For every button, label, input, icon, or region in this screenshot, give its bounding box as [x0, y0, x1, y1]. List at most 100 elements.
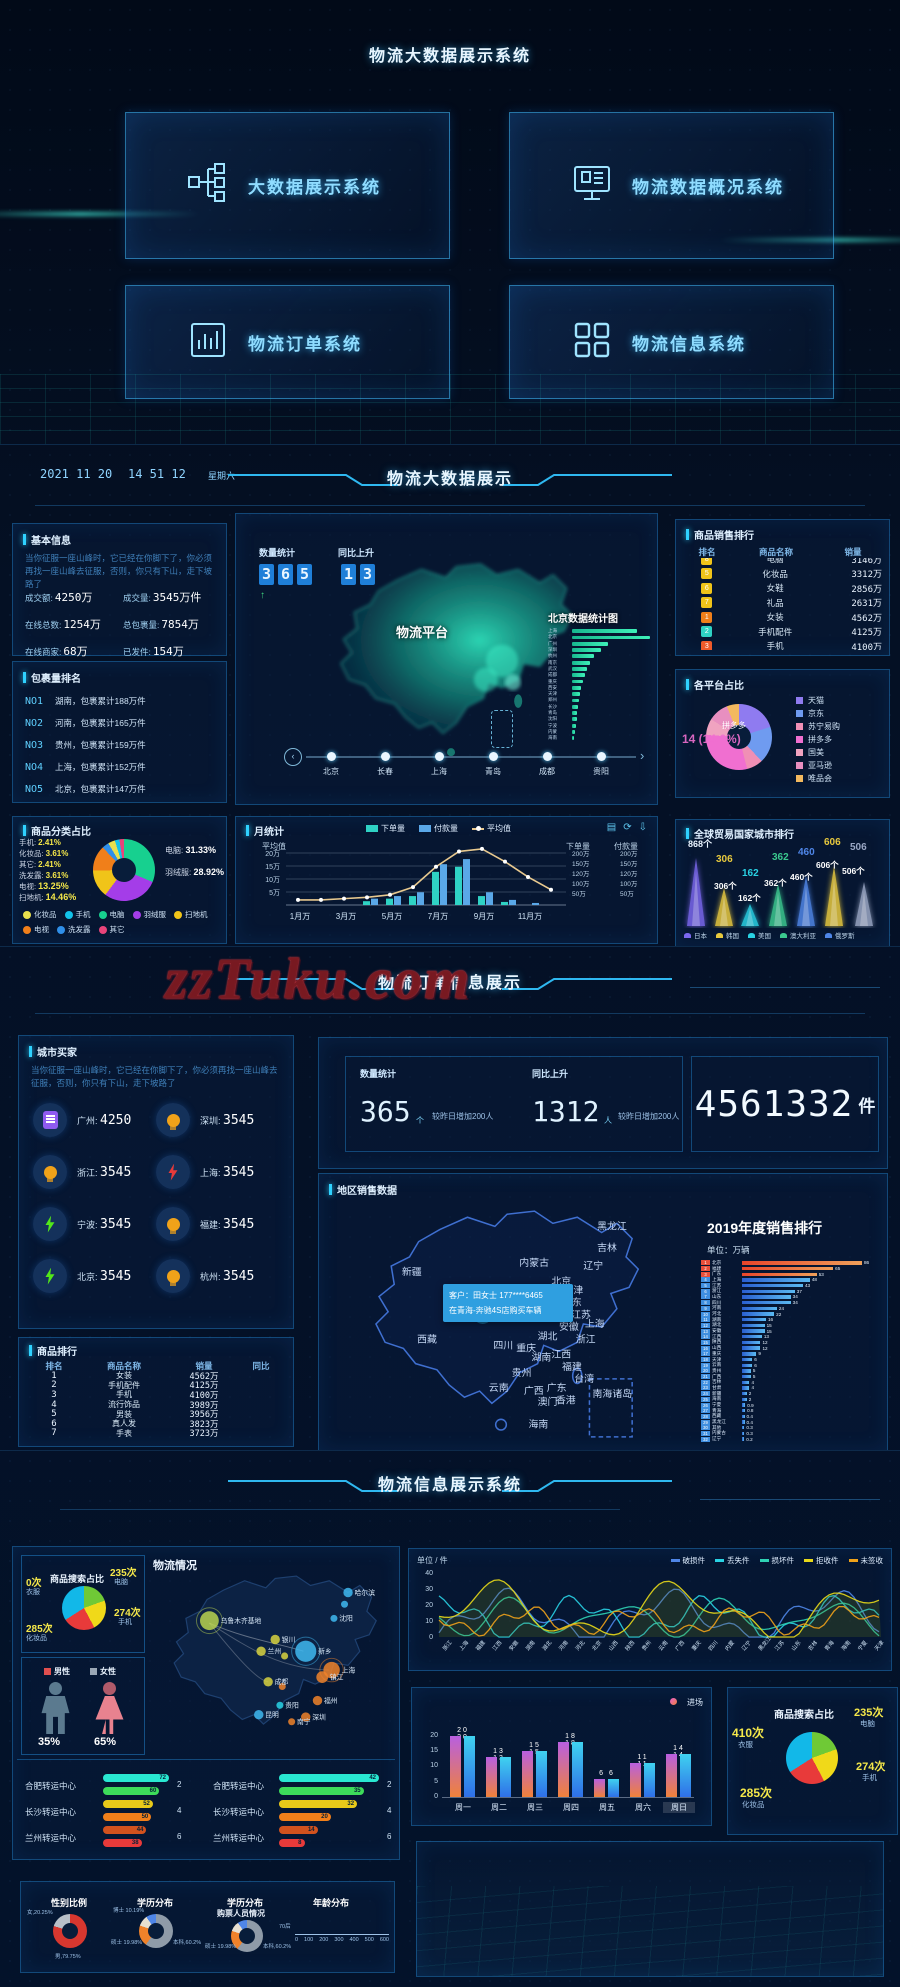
legend-item: 韩国 — [716, 930, 739, 940]
y-tick: 5 — [434, 1777, 438, 1785]
rank-badge: 6 — [701, 582, 713, 594]
bar-value: 86 — [864, 1260, 870, 1266]
bar-values: 20 20 — [457, 1727, 469, 1741]
svg-text:1月万: 1月万 — [290, 912, 310, 921]
timeline-next-arrow[interactable]: › — [640, 748, 645, 763]
name-cell: 化妆品 — [762, 568, 788, 579]
svg-text:内蒙古: 内蒙古 — [519, 1256, 549, 1269]
bar-value: 0.9 — [747, 1402, 754, 1408]
bar — [742, 1318, 766, 1322]
bar — [742, 1312, 775, 1316]
province-label: 陕西 — [712, 1339, 722, 1345]
list-item: NO1 湖南，包裹累计188万件 — [25, 690, 220, 712]
timeline-dot[interactable] — [543, 752, 552, 761]
callout-label: 化妆品 — [742, 1800, 765, 1809]
category-callouts-left: 手机: 2.41% 化妆品: 3.61% 其它: 2.41% 洗发露: 3.61% 电视… — [19, 837, 76, 903]
side-tick: 2 — [387, 1780, 392, 1789]
bar — [666, 1754, 677, 1797]
legend-dot — [98, 925, 107, 934]
bar-value: 5 — [752, 1374, 756, 1380]
order-axis-label: 下单量 — [566, 842, 590, 851]
timeline-back-button[interactable]: ‹ — [284, 748, 302, 766]
rank-badge: 5 — [701, 568, 713, 580]
menu-button-info[interactable]: 物流信息系统 — [509, 285, 834, 399]
callout-value: 274次 — [856, 1761, 886, 1773]
legend-label: 破损件 — [682, 1556, 706, 1565]
timeline-dot[interactable] — [327, 752, 336, 761]
ranking-row: 11 湖南 16 — [701, 1317, 883, 1323]
rank-no: NO5 — [25, 783, 44, 795]
legend-swatch — [796, 749, 803, 756]
total-box: 4561332 件 — [691, 1056, 879, 1152]
name-cell: 流行饰品 — [108, 1400, 140, 1410]
bar-value: 37 — [796, 1288, 802, 1294]
grid-floor — [0, 374, 900, 444]
table-row: 4 流行饰品 3989万 — [29, 1400, 283, 1411]
bar — [742, 1397, 747, 1402]
callout: 其它: 2.41% — [19, 860, 61, 869]
panel-title: 基本信息 — [23, 532, 71, 547]
bar — [742, 1266, 834, 1271]
ranking-row: 12 湖北 15 — [701, 1322, 883, 1329]
report-icon[interactable]: ▤ — [606, 822, 617, 833]
rank-badge: 9 — [701, 1305, 710, 1311]
timeline-dot[interactable] — [597, 752, 606, 761]
legend-dot — [670, 1698, 677, 1705]
platform-donut-chart — [706, 704, 772, 770]
up-arrow-icon: ↑ — [260, 590, 265, 601]
bar-label: 内蒙 — [548, 728, 557, 734]
svg-text:5万: 5万 — [269, 889, 280, 897]
refresh-icon[interactable]: ⟳ — [623, 822, 632, 833]
bar-value: 6 — [754, 1362, 757, 1368]
bar-row: 内蒙 — [548, 729, 654, 735]
peak-value: 162 — [742, 868, 759, 879]
legend-item: 其它 — [98, 924, 125, 935]
rank-badge: 16 — [701, 1345, 710, 1351]
svg-text:江苏: 江苏 — [571, 1308, 591, 1321]
svg-text:上海: 上海 — [585, 1317, 605, 1330]
logistics-panel: 商品搜索占比 0次 衣服 235次 电脑 274次 手机 285次 化妆品 物流… — [12, 1546, 400, 1860]
age-axis: 0 100 200 300 400 500 600 — [295, 1934, 389, 1943]
bar-label: 海南 — [548, 735, 557, 741]
menu-button-orders[interactable]: 物流订单系统 — [125, 285, 450, 399]
bar — [742, 1278, 810, 1282]
axis-tick: 500 — [364, 1937, 374, 1943]
bar-value: 44 — [136, 1827, 144, 1833]
menu-button-big-data[interactable]: 大数据展示系统 — [125, 112, 450, 259]
center-label: 合肥转运中心 — [213, 1781, 265, 1791]
ranking-row: 16 山西 12 — [701, 1345, 883, 1351]
timeline-dot[interactable] — [435, 752, 444, 761]
rank-badge: 15 — [701, 1339, 710, 1345]
svg-text:辽宁: 辽宁 — [739, 1638, 753, 1652]
callout-value: 0次 — [26, 1578, 42, 1589]
ranking-row: 22 吉林 4 — [701, 1379, 883, 1385]
age-title: 年龄分布 — [313, 1898, 350, 1908]
svg-text:黑龙江: 黑龙江 — [597, 1219, 627, 1232]
legend-label: 付款量 — [434, 824, 458, 833]
bar — [572, 717, 577, 722]
bar — [572, 692, 581, 697]
x-axis — [442, 1797, 694, 1798]
name-cell: 男装 — [116, 1409, 132, 1419]
stat-label: 成交量: — [123, 593, 151, 603]
province-label: 海南 — [712, 1396, 722, 1402]
axis-tick: 600 — [379, 1937, 389, 1943]
header-decor-right — [502, 474, 672, 486]
bar-value: 14 — [307, 1827, 315, 1833]
table-header: 排名 商品名称 销量 — [684, 546, 884, 558]
bar-value: 6 — [754, 1357, 757, 1363]
bar-row: 郑州 — [548, 697, 654, 703]
name-cell: 女装 — [766, 612, 784, 623]
timeline-dot[interactable] — [489, 752, 498, 761]
download-icon[interactable]: ⇩ — [638, 822, 647, 833]
ranking-row: 15 陕西 12 — [701, 1339, 883, 1346]
menu-button-overview[interactable]: 物流数据概况系统 — [509, 112, 834, 259]
bar — [742, 1414, 745, 1419]
legend-label: 化妆品 — [34, 910, 57, 919]
legend-label: 拒收件 — [816, 1556, 839, 1565]
timeline-dot[interactable] — [381, 752, 390, 761]
legend-swatch — [759, 1559, 769, 1562]
basic-info-stats: 成交额: 4250万 成交量: 3545万件 在线总数: 1254万 总包裹量: 7854万在… — [25, 588, 217, 660]
bar — [742, 1403, 746, 1407]
